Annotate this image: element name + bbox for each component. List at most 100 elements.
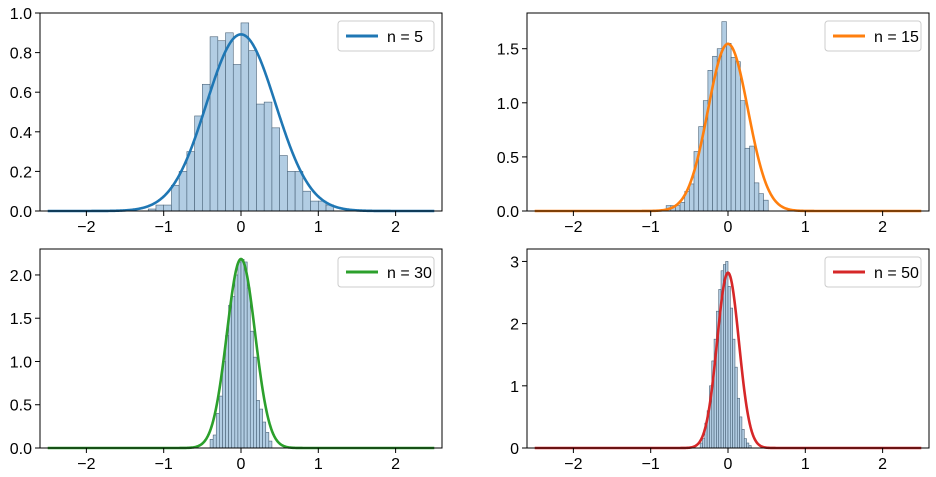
histogram-bar — [222, 361, 226, 449]
y-tick-label: 1.5 — [10, 311, 32, 328]
legend: n = 30 — [337, 256, 435, 288]
subplot-n-50: n = 50 −2 −1 0 1 2 0 1 2 3 — [510, 248, 930, 473]
histogram-bar — [744, 147, 750, 212]
x-tick-label: 2 — [878, 456, 887, 473]
histogram-bar — [740, 100, 746, 212]
y-tick-label: 3 — [510, 254, 519, 271]
x-tick-label: −1 — [155, 456, 173, 473]
x-tick-label: 1 — [314, 456, 323, 473]
histogram-bar — [232, 64, 242, 212]
histogram — [699, 261, 752, 449]
histogram-bar — [231, 296, 236, 449]
histogram-bar — [730, 307, 733, 449]
histogram-bar — [155, 204, 164, 212]
histogram — [665, 21, 769, 212]
histogram-bar — [741, 429, 745, 449]
y-tick-label: 1.0 — [497, 96, 519, 113]
histogram-bar — [209, 36, 219, 212]
histogram-bar — [209, 439, 214, 449]
histogram-bar — [228, 304, 233, 449]
x-tick-label: −2 — [564, 219, 582, 236]
y-tick-label: 0.2 — [10, 164, 32, 181]
x-tick-label: −2 — [77, 219, 95, 236]
histogram-bar — [268, 440, 273, 449]
x-tick-label: 0 — [724, 219, 733, 236]
x-tick-label: 1 — [801, 456, 810, 473]
legend-label: n = 5 — [387, 29, 423, 46]
y-tick-label: 0 — [510, 441, 519, 458]
histogram-bar — [287, 171, 296, 212]
histogram-bar — [725, 261, 729, 449]
histogram-bar — [753, 182, 760, 212]
y-tick-label: 0.0 — [10, 204, 32, 221]
x-tick-label: 2 — [391, 456, 400, 473]
subplot-n-5: n = 5 −2 −1 0 1 2 0.0 0.2 0.4 0.6 0.8 1.0 — [10, 6, 443, 236]
legend-label: n = 15 — [874, 29, 919, 46]
histogram-bar — [271, 127, 280, 212]
histogram-bar — [679, 202, 686, 212]
histogram-bar — [302, 190, 311, 212]
histogram — [147, 22, 335, 212]
subplot-n-15: n = 15 −2 −1 0 1 2 0.0 0.5 1.0 1.5 — [497, 12, 930, 236]
y-tick-label: 0.8 — [10, 46, 32, 63]
histogram-bar — [279, 155, 288, 212]
legend-label: n = 30 — [387, 265, 432, 282]
y-tick-label: 0.5 — [10, 398, 32, 415]
x-tick-label: −1 — [642, 456, 660, 473]
histogram-bar — [259, 408, 263, 449]
histogram-bar — [234, 274, 239, 449]
histogram-bar — [237, 261, 242, 449]
histogram-bar — [730, 57, 737, 212]
x-tick-label: 0 — [237, 456, 246, 473]
histogram-bar — [263, 101, 273, 212]
histogram-bar — [749, 145, 755, 212]
x-tick-label: −1 — [155, 219, 173, 236]
legend-box — [824, 256, 922, 288]
histogram-bar — [186, 151, 195, 212]
x-tick-label: 2 — [878, 219, 887, 236]
histogram-bar — [262, 421, 267, 449]
y-tick-label: 0.0 — [10, 441, 32, 458]
histogram-bar — [240, 259, 245, 449]
histogram-bar — [743, 438, 747, 449]
x-tick-label: −2 — [564, 456, 582, 473]
histogram-bar — [699, 442, 703, 449]
x-tick-label: 2 — [391, 219, 400, 236]
histogram-bar — [734, 366, 738, 449]
histogram-bar — [265, 432, 270, 449]
y-tick-label: 1 — [510, 379, 519, 396]
legend: n = 5 — [337, 20, 435, 52]
histogram-bar — [689, 183, 695, 212]
histogram-bar — [294, 171, 304, 212]
y-tick-label: 0.4 — [10, 125, 32, 142]
histogram-bar — [732, 338, 736, 449]
subplot-n-30: n = 30 −2 −1 0 1 2 0.0 0.5 1.0 1.5 2.0 — [10, 248, 443, 473]
histogram-bar — [310, 200, 319, 212]
histogram-bar — [256, 400, 260, 449]
legend: n = 50 — [824, 256, 922, 288]
histogram-bar — [758, 193, 764, 212]
histogram-bar — [212, 434, 217, 449]
x-tick-label: 0 — [724, 456, 733, 473]
legend: n = 15 — [824, 20, 922, 52]
histogram-bar — [225, 32, 234, 212]
y-tick-label: 2 — [510, 317, 519, 334]
legend-label: n = 50 — [874, 265, 919, 282]
legend-box — [824, 20, 922, 52]
histogram-bar — [256, 103, 265, 212]
histogram-bar — [716, 48, 723, 212]
histogram-bar — [726, 42, 732, 212]
legend-box — [337, 20, 435, 52]
histogram-bar — [246, 287, 251, 449]
histogram-bar — [763, 199, 769, 212]
histogram-bar — [219, 395, 223, 449]
histogram-bar — [178, 171, 188, 212]
y-tick-label: 1.0 — [10, 6, 32, 23]
histogram-bar — [739, 416, 743, 449]
histogram-bar — [163, 204, 172, 212]
histogram-bar — [248, 50, 257, 212]
histogram-bar — [225, 335, 229, 449]
histogram-bar — [240, 22, 250, 212]
histogram-bar — [702, 438, 706, 449]
